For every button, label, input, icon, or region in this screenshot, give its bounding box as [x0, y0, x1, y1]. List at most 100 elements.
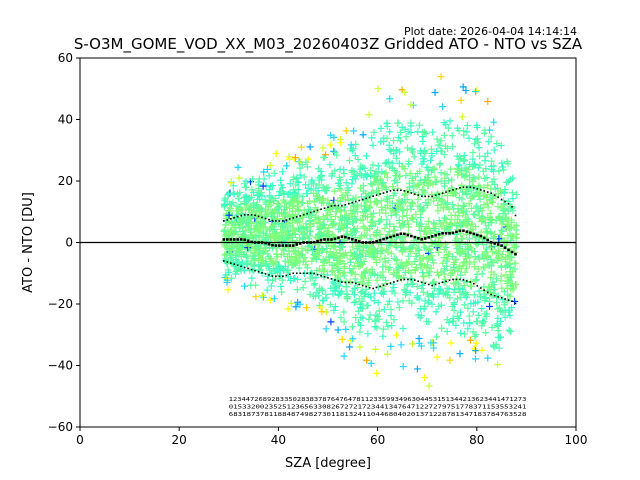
scatter-point — [257, 262, 265, 270]
scatter-point — [306, 143, 314, 151]
scatter-point — [345, 215, 353, 223]
scatter-point — [315, 246, 323, 254]
lower-std-point — [247, 267, 249, 270]
scatter-point — [275, 231, 283, 239]
scatter-point — [356, 243, 364, 251]
scatter-point — [334, 197, 342, 205]
scatter-point — [432, 178, 440, 186]
scatter-point — [374, 271, 382, 279]
scatter-point — [496, 230, 504, 238]
scatter-point — [409, 177, 417, 185]
scatter-point — [498, 159, 506, 167]
scatter-point — [247, 231, 255, 239]
lower-std-point — [278, 275, 281, 278]
scatter-point — [222, 274, 230, 282]
scatter-point — [326, 301, 334, 309]
upper-std-point — [507, 202, 510, 205]
upper-std-point — [337, 204, 340, 207]
scatter-point — [471, 160, 479, 168]
upper-std-point — [469, 186, 472, 188]
scatter-point — [369, 161, 377, 169]
scatter-point — [459, 188, 467, 196]
scatter-point — [405, 244, 413, 252]
scatter-point — [291, 189, 299, 197]
scatter-point — [363, 171, 371, 179]
mean-point — [493, 242, 496, 245]
scatter-point — [278, 288, 286, 296]
scatter-point — [458, 285, 466, 293]
scatter-point — [256, 208, 264, 216]
scatter-point — [363, 302, 371, 310]
scatter-point — [229, 198, 237, 206]
scatter-point — [508, 189, 516, 197]
scatter-point — [285, 247, 293, 255]
scatter-point — [503, 261, 511, 269]
scatter-point — [403, 144, 411, 152]
mean-point — [403, 232, 406, 236]
scatter-point — [340, 268, 348, 276]
scatter-point — [456, 243, 464, 251]
scatter-point — [458, 181, 466, 189]
lower-std-point — [254, 269, 256, 272]
scatter-point — [469, 328, 477, 336]
scatter-point — [449, 263, 457, 271]
lower-std-point — [344, 281, 347, 284]
upper-std-point — [466, 186, 468, 188]
scatter-point — [322, 187, 330, 195]
scatter-point — [419, 288, 427, 296]
scatter-point — [494, 314, 502, 322]
scatter-point — [224, 191, 232, 199]
mean-point — [257, 241, 260, 244]
scatter-point — [374, 299, 382, 307]
scatter-point — [381, 224, 389, 232]
upper-std-point — [334, 204, 336, 207]
mean-point — [302, 241, 305, 244]
scatter-point — [318, 308, 326, 316]
upper-std-point — [448, 190, 451, 192]
scatter-point — [380, 182, 388, 190]
scatter-point — [487, 219, 495, 227]
scatter-point — [232, 252, 240, 260]
scatter-point — [510, 284, 518, 292]
scatter-point — [431, 173, 439, 181]
scatter-point — [346, 265, 354, 273]
scatter-point — [280, 205, 288, 213]
lower-std-point — [268, 274, 270, 276]
scatter-point — [415, 295, 423, 303]
upper-std-point — [497, 196, 499, 199]
scatter-point — [437, 242, 445, 250]
scatter-point — [266, 226, 274, 234]
scatter-point — [334, 254, 342, 262]
scatter-point — [327, 131, 335, 139]
mean-point — [295, 243, 299, 246]
scatter-point — [277, 282, 285, 290]
mean-point — [312, 240, 316, 244]
scatter-point — [337, 314, 345, 322]
scatter-point — [348, 269, 356, 277]
scatter-point — [406, 170, 414, 178]
scatter-point — [461, 268, 469, 276]
scatter-point — [294, 248, 302, 256]
mean-point — [385, 236, 389, 240]
scatter-point — [267, 269, 275, 277]
scatter-point — [321, 266, 329, 274]
lower-std-point — [323, 275, 326, 278]
upper-std-point — [459, 186, 461, 189]
scatter-point — [372, 254, 380, 262]
scatter-point — [435, 302, 443, 310]
mean-point — [229, 238, 233, 241]
scatter-point — [382, 195, 390, 203]
scatter-point — [342, 219, 350, 227]
scatter-point — [267, 182, 275, 190]
scatter-point — [387, 312, 395, 320]
scatter-point — [474, 190, 482, 198]
scatter-point — [419, 158, 427, 166]
scatter-point — [371, 317, 379, 325]
upper-std-point — [431, 195, 433, 198]
lower-std-point — [490, 293, 492, 296]
scatter-point — [509, 174, 517, 182]
scatter-point — [348, 180, 356, 188]
lower-std-point — [236, 264, 239, 267]
mean-point — [316, 239, 319, 243]
scatter-point — [428, 291, 436, 299]
